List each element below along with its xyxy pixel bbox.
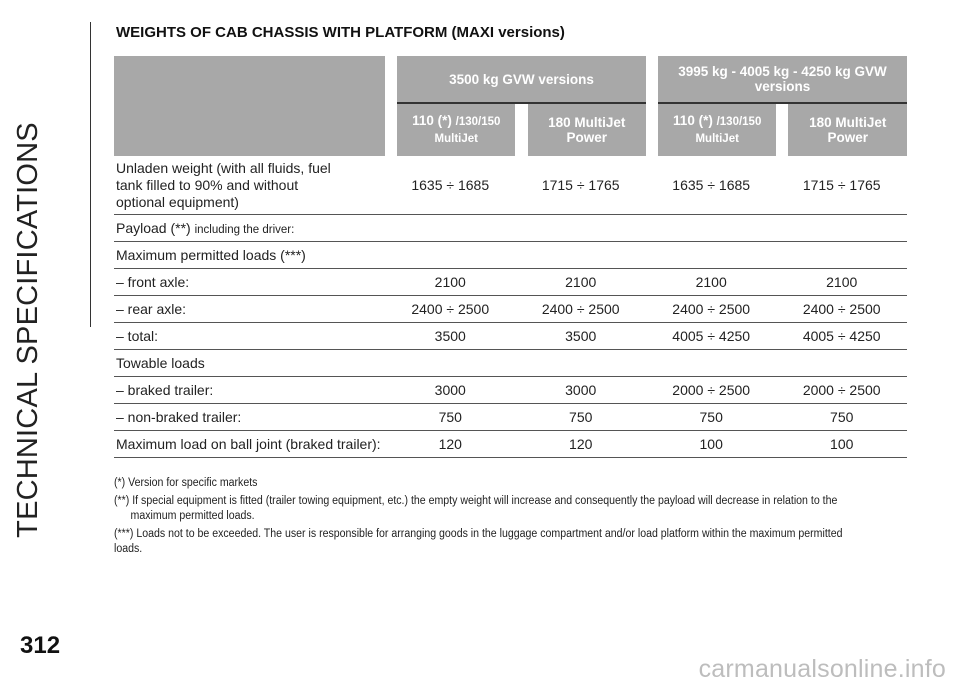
cell-value: 1635 ÷ 1685 [385, 156, 516, 215]
row-label: – non-braked trailer: [114, 403, 386, 431]
cell-value: 2000 ÷ 2500 [645, 376, 777, 404]
cell-value: 4005 ÷ 4250 [645, 322, 777, 350]
section-title: TECHNICAL SPECIFICATIONS [11, 122, 44, 538]
cell-value: 750 [515, 403, 646, 431]
cell-value [645, 241, 777, 269]
cell-value [385, 241, 516, 269]
cell-value [515, 349, 646, 377]
footnotes: (*) Version for specific markets (**) If… [114, 476, 850, 560]
group-header-4250: 3995 kg - 4005 kg - 4250 kg GVW versions [657, 56, 907, 104]
sidebar-divider [90, 22, 91, 327]
table-row: – non-braked trailer: 750 750 750 750 [114, 403, 907, 431]
cell-value: 750 [385, 403, 516, 431]
engine-header-180-b: 180 MultiJet Power [788, 103, 907, 156]
cell-value: 750 [776, 403, 907, 431]
cell-value: 2400 ÷ 2500 [515, 295, 646, 323]
watermark: carmanualsonline.info [698, 655, 946, 683]
cell-value: 2100 [515, 268, 646, 296]
table-row: – rear axle: 2400 ÷ 2500 2400 ÷ 2500 240… [114, 295, 907, 323]
table-row: Unladen weight (with all fluids, fuel ta… [114, 156, 907, 215]
cell-value: 120 [385, 430, 516, 458]
cell-value [776, 349, 907, 377]
cell-value: 100 [645, 430, 777, 458]
cell-value [776, 241, 907, 269]
cell-value: 3500 [385, 322, 516, 350]
row-label: Towable loads [114, 349, 386, 377]
table-row: – front axle: 2100 2100 2100 2100 [114, 268, 907, 296]
cell-value [645, 214, 777, 242]
footnote: (***) Loads not to be exceeded. The user… [114, 528, 843, 555]
row-label: Unladen weight (with all fluids, fuel ta… [114, 156, 386, 215]
row-label: – front axle: [114, 268, 386, 296]
row-label: – braked trailer: [114, 376, 386, 404]
row-label: – rear axle: [114, 295, 386, 323]
cell-value: 3500 [515, 322, 646, 350]
cell-value: 750 [645, 403, 777, 431]
engine-header-110-a: 110 (*) /130/150 MultiJet [397, 103, 516, 156]
row-label: Maximum permitted loads (***) [114, 241, 386, 269]
row-label: Maximum load on ball joint (braked trail… [114, 430, 386, 458]
group-header-row: 3500 kg GVW versions 3995 kg - 4005 kg -… [114, 56, 907, 156]
footnote: (*) Version for specific markets [114, 477, 258, 489]
cell-value [515, 241, 646, 269]
table-row: – total: 3500 3500 4005 ÷ 4250 4005 ÷ 42… [114, 322, 907, 350]
cell-value: 2100 [645, 268, 777, 296]
cell-value [385, 214, 516, 242]
cell-value: 1715 ÷ 1765 [515, 156, 646, 215]
cell-value: 2100 [385, 268, 516, 296]
table-row: Maximum load on ball joint (braked trail… [114, 430, 907, 458]
cell-value: 3000 [385, 376, 516, 404]
group-header-3500: 3500 kg GVW versions [397, 56, 646, 104]
row-label: Payload (**) including the driver: [114, 214, 386, 242]
weights-table: 3500 kg GVW versions 3995 kg - 4005 kg -… [114, 56, 907, 458]
table-row: Maximum permitted loads (***) [114, 241, 907, 269]
engine-header-180-a: 180 MultiJet Power [527, 103, 646, 156]
engine-header-110-b: 110 (*) /130/150 MultiJet [657, 103, 777, 156]
cell-value: 100 [776, 430, 907, 458]
engine-header-row: 110 (*) /130/150 MultiJet 180 MultiJet Pow… [114, 103, 907, 156]
page-number: 312 [20, 632, 61, 659]
cell-value: 3000 [515, 376, 646, 404]
table-row: Towable loads [114, 349, 907, 377]
cell-value: 4005 ÷ 4250 [776, 322, 907, 350]
row-label: – total: [114, 322, 386, 350]
footnote-continuation: maximum permitted loads. [130, 510, 255, 522]
cell-value: 120 [515, 430, 646, 458]
cell-value: 2100 [776, 268, 907, 296]
blank-header-cell [114, 56, 386, 156]
cell-value: 1715 ÷ 1765 [776, 156, 907, 215]
cell-value [385, 349, 516, 377]
cell-value: 2400 ÷ 2500 [645, 295, 777, 323]
page-title: WEIGHTS OF CAB CHASSIS WITH PLATFORM (MA… [116, 24, 565, 41]
cell-value [776, 214, 907, 242]
table-row: – braked trailer: 3000 3000 2000 ÷ 2500 … [114, 376, 907, 404]
cell-value: 2400 ÷ 2500 [385, 295, 516, 323]
cell-value [515, 214, 646, 242]
cell-value [645, 349, 777, 377]
footnote: (**) If special equipment is fitted (tra… [114, 495, 838, 507]
table-row: Payload (**) including the driver: [114, 214, 907, 242]
cell-value: 2000 ÷ 2500 [776, 376, 907, 404]
cell-value: 1635 ÷ 1685 [645, 156, 777, 215]
cell-value: 2400 ÷ 2500 [776, 295, 907, 323]
